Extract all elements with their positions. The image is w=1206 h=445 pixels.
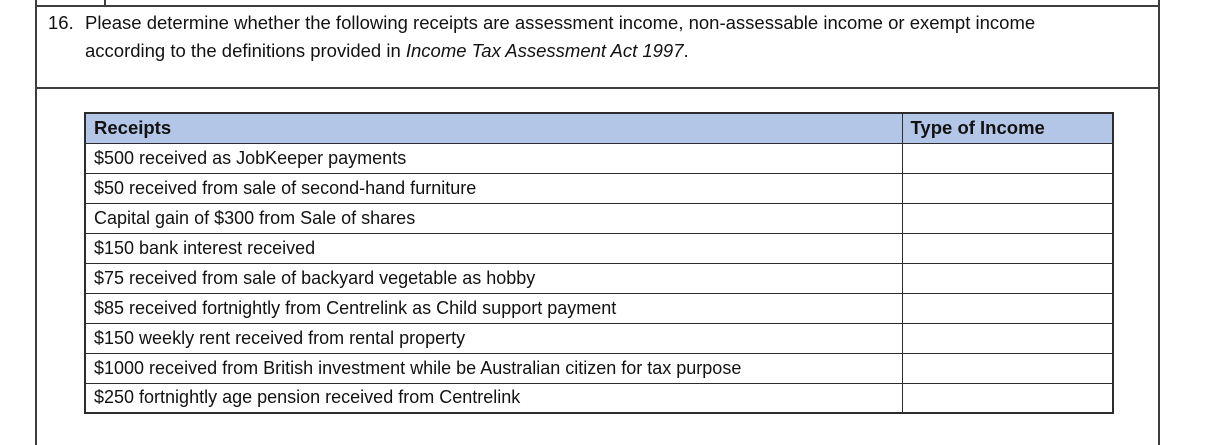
type-of-income-cell[interactable] (901, 262, 1114, 294)
previous-row-divider-tick (104, 0, 106, 6)
receipt-cell: $150 bank interest received (84, 232, 903, 264)
type-of-income-cell[interactable] (901, 382, 1114, 414)
type-of-income-cell[interactable] (901, 322, 1114, 354)
question-block: 16. Please determine whether the followi… (48, 9, 1048, 65)
type-of-income-cell[interactable] (901, 172, 1114, 204)
receipt-cell: $150 weekly rent received from rental pr… (84, 322, 903, 354)
receipt-cell: $85 received fortnightly from Centrelink… (84, 292, 903, 324)
receipts-table-body: $500 received as JobKeeper payments $50 r… (84, 142, 1114, 414)
receipt-cell: $75 received from sale of backyard veget… (84, 262, 903, 294)
receipt-cell: $1000 received from British investment w… (84, 352, 903, 384)
receipt-cell: Capital gain of $300 from Sale of shares (84, 202, 903, 234)
table-row: $500 received as JobKeeper payments (84, 142, 1114, 174)
column-header-receipts: Receipts (84, 112, 903, 144)
page-table-left-border (35, 0, 37, 445)
question-text-period: . (683, 40, 689, 61)
table-row: $250 fortnightly age pension received fr… (84, 382, 1114, 414)
table-row: $50 received from sale of second-hand fu… (84, 172, 1114, 204)
question-text: Please determine whether the following r… (85, 9, 1048, 65)
receipt-cell: $250 fortnightly age pension received fr… (84, 382, 903, 414)
table-row: $75 received from sale of backyard veget… (84, 262, 1114, 294)
act-title-italic: Income Tax Assessment Act 1997 (405, 40, 684, 61)
receipt-cell: $50 received from sale of second-hand fu… (84, 172, 903, 204)
type-of-income-cell[interactable] (901, 232, 1114, 264)
page-table-right-border (1158, 0, 1160, 445)
table-row: $85 received fortnightly from Centrelink… (84, 292, 1114, 324)
type-of-income-cell[interactable] (901, 292, 1114, 324)
question-cell-bottom-border (35, 87, 1160, 89)
receipt-cell: $500 received as JobKeeper payments (84, 142, 903, 174)
type-of-income-cell[interactable] (901, 142, 1114, 174)
type-of-income-cell[interactable] (901, 352, 1114, 384)
question-cell-top-border (35, 5, 1160, 7)
header-row: Receipts Type of Income (84, 112, 1114, 144)
type-of-income-cell[interactable] (901, 202, 1114, 234)
receipts-table: Receipts Type of Income $500 received as… (84, 112, 1114, 414)
question-number: 16. (48, 12, 74, 33)
table-row: $1000 received from British investment w… (84, 352, 1114, 384)
column-header-type-of-income: Type of Income (901, 112, 1114, 144)
table-row: Capital gain of $300 from Sale of shares (84, 202, 1114, 234)
table-row: $150 weekly rent received from rental pr… (84, 322, 1114, 354)
question-text-main: Please determine whether the following r… (85, 12, 1036, 61)
table-row: $150 bank interest received (84, 232, 1114, 264)
